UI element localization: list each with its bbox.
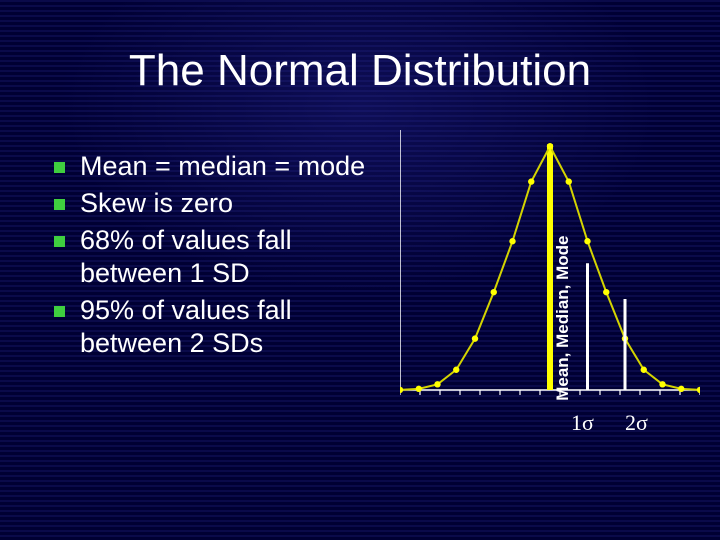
list-item: 68% of values fall between 1 SD [50,224,390,290]
bullet-text: Skew is zero [80,188,233,218]
bullet-text: 68% of values fall between 1 SD [80,225,292,288]
svg-text:Mean, Median, Mode: Mean, Median, Mode [553,235,572,400]
bullet-list: Mean = median = mode Skew is zero 68% of… [50,150,390,364]
slide-title: The Normal Distribution [0,46,720,96]
sigma-2-label: 2σ [625,410,648,436]
normal-distribution-chart: Mean, Median, Mode [400,120,700,410]
bullet-text: 95% of values fall between 2 SDs [80,295,292,358]
list-item: 95% of values fall between 2 SDs [50,294,390,360]
list-item: Mean = median = mode [50,150,390,183]
sigma-1-label: 1σ [571,410,594,436]
list-item: Skew is zero [50,187,390,220]
bullet-text: Mean = median = mode [80,151,365,181]
slide: The Normal Distribution Mean = median = … [0,0,720,540]
chart-svg: Mean, Median, Mode [400,120,700,410]
